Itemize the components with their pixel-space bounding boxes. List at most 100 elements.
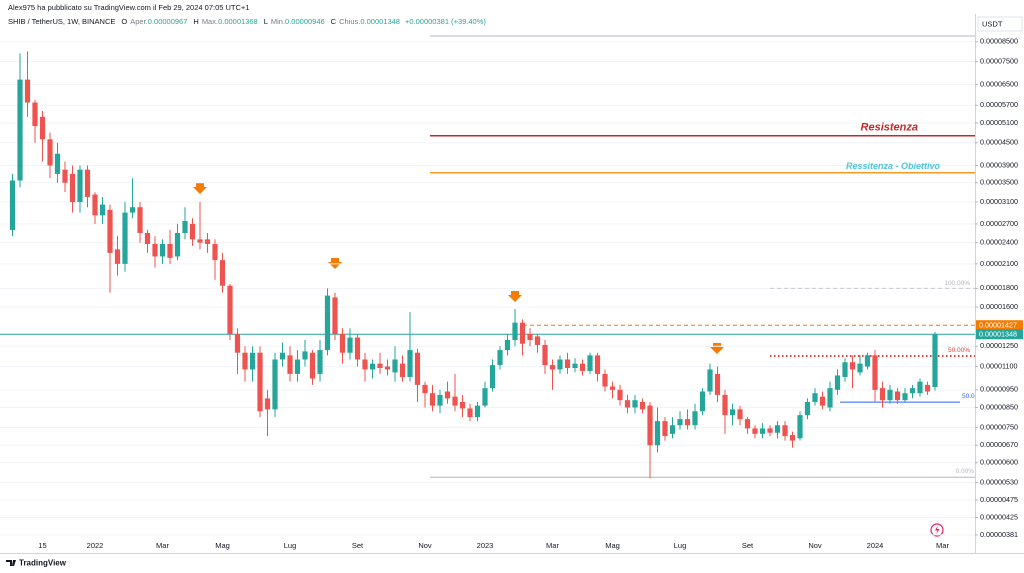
candle-body <box>639 401 646 410</box>
candle-body <box>257 352 263 412</box>
candle-body <box>429 393 436 406</box>
footer-logo: TradingView <box>6 559 67 568</box>
candle-body <box>722 394 728 416</box>
symbol: SHIB / TetherUS, 1W, BINANCE <box>8 17 115 26</box>
candle-body <box>894 391 901 401</box>
candle-body <box>737 409 743 420</box>
candle-body <box>272 359 278 410</box>
y-tick-label: 0.00002700 <box>980 219 1018 228</box>
candle-body <box>917 381 923 394</box>
y-tick-label: 0.00000425 <box>980 512 1018 521</box>
candle-body <box>797 415 803 439</box>
x-tick-label: 2023 <box>477 541 494 550</box>
candle-body <box>452 396 458 406</box>
x-tick-label: Mar <box>156 541 169 550</box>
currency-box <box>977 16 1023 32</box>
candle-body <box>512 322 518 341</box>
y-tick-label: 0.00000750 <box>980 422 1018 431</box>
y-tick-label: 0.00000850 <box>980 402 1018 411</box>
lightning-icon <box>930 523 944 537</box>
candle-body <box>594 355 601 374</box>
candle-body <box>647 405 653 446</box>
candle-body <box>504 340 511 351</box>
candle-body <box>542 344 548 366</box>
candle-body <box>324 295 331 351</box>
candle-body <box>819 396 826 406</box>
candle-body <box>519 322 526 344</box>
candle-body <box>467 408 473 418</box>
ohlc-value: 0.00000967 <box>148 17 188 26</box>
candle-body <box>572 363 578 368</box>
candle-body <box>482 388 488 406</box>
icon-bolt <box>935 525 940 535</box>
candle-body <box>167 243 173 258</box>
candle-body <box>174 233 181 257</box>
candle-body <box>437 394 443 406</box>
candle-body <box>69 173 76 202</box>
candle-body <box>932 334 938 388</box>
candle-body <box>219 260 226 286</box>
price-label: 0.00001348 <box>979 330 1017 339</box>
x-tick-label: Mar <box>936 541 949 550</box>
candle-body <box>692 411 698 426</box>
candle-body <box>714 373 721 395</box>
y-tick-label: 0.00002400 <box>980 238 1018 247</box>
level-label: Resistenza <box>861 122 918 134</box>
candle-body <box>662 421 668 437</box>
candle-body <box>189 223 196 240</box>
candle-body <box>557 359 563 370</box>
ohlc-label: Aper. <box>130 17 148 26</box>
ohlc-key: O <box>121 17 127 26</box>
candle-body <box>294 359 301 374</box>
candle-body <box>707 369 713 392</box>
candle-body <box>444 391 451 399</box>
candle-body <box>879 388 886 401</box>
x-tick-label: Nov <box>808 541 822 550</box>
x-tick-label: Nov <box>418 541 432 550</box>
candle-body <box>857 363 863 373</box>
candle-body <box>527 334 533 341</box>
x-tick-label: Lug <box>284 541 297 550</box>
x-tick-label: Set <box>352 541 364 550</box>
y-tick-label: 0.00005100 <box>980 118 1018 127</box>
candle-body <box>399 363 406 377</box>
candle-body <box>204 239 211 244</box>
level-label: 100.00% <box>944 280 970 287</box>
ohlc-key: C <box>331 17 337 26</box>
candle-body <box>497 350 503 366</box>
x-tick-label: Set <box>742 541 754 550</box>
candle-body <box>182 221 188 234</box>
candle-body <box>309 352 316 379</box>
candle-body <box>9 180 16 230</box>
candle-body <box>489 365 496 389</box>
candle-body <box>909 388 916 394</box>
candle-body <box>122 212 128 264</box>
candle-body <box>317 350 323 374</box>
y-tick-label: 0.00003500 <box>980 178 1018 187</box>
y-tick-label: 0.00001800 <box>980 283 1018 292</box>
y-tick-label: 0.00003100 <box>980 197 1018 206</box>
candle-body <box>759 428 766 434</box>
brand: TradingView <box>19 559 67 568</box>
y-tick-label: 0.00000600 <box>980 458 1018 467</box>
y-tick-label: 0.00001100 <box>980 361 1017 370</box>
candle-body <box>744 419 751 429</box>
candle-body <box>197 239 203 243</box>
price-label: 0.00001427 <box>979 321 1017 330</box>
candle-body <box>339 334 346 353</box>
level-label: 0.00% <box>956 468 975 475</box>
y-tick-label: 0.00006500 <box>980 79 1018 88</box>
candle-body <box>32 102 38 127</box>
candle-body <box>384 366 391 370</box>
price-label-box <box>976 329 1023 340</box>
y-tick-label: 0.00003900 <box>980 160 1018 169</box>
candle-body <box>902 393 908 401</box>
candle-body <box>872 355 878 390</box>
candle-body <box>842 362 848 377</box>
candle-body <box>827 388 833 408</box>
candle-body <box>144 233 151 244</box>
candle-body <box>54 153 61 174</box>
y-tick-label: 0.00000950 <box>980 385 1018 394</box>
x-tick-label: Mar <box>546 541 559 550</box>
